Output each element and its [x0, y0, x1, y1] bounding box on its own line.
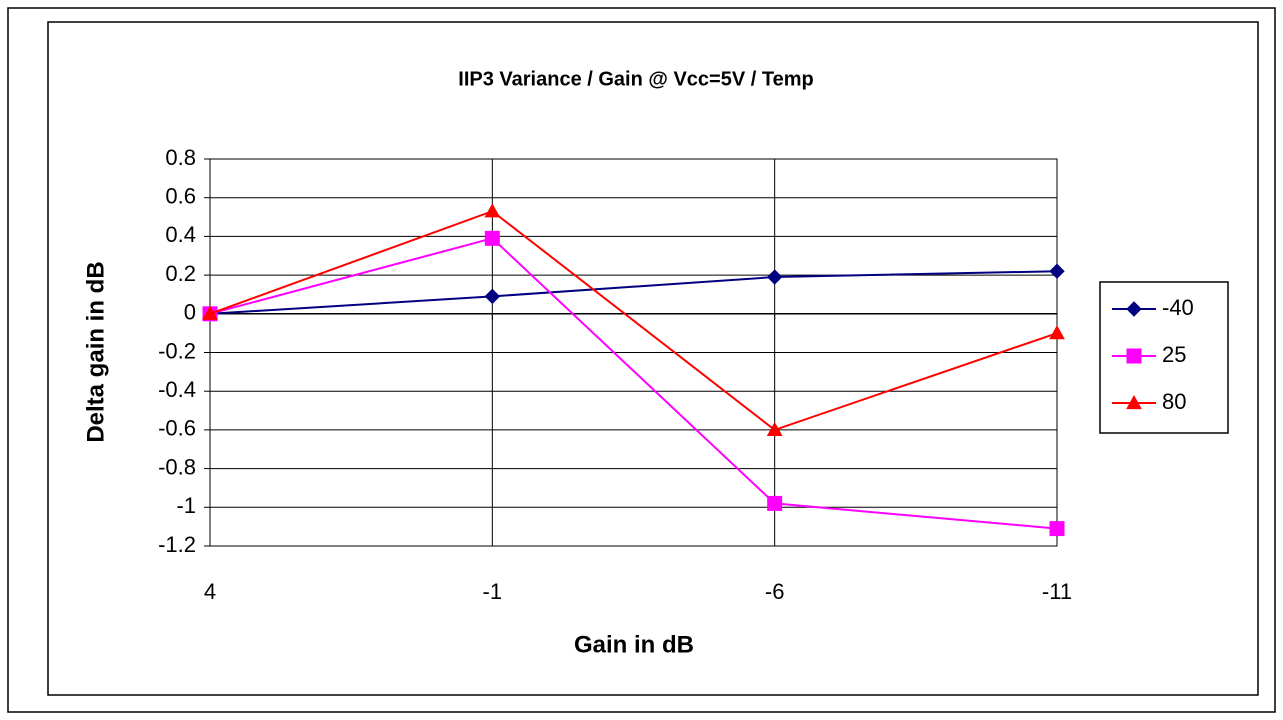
marker	[484, 203, 501, 218]
legend-marker	[1126, 348, 1142, 364]
x-tick-label: -1	[483, 579, 503, 604]
marker	[1049, 263, 1065, 279]
marker	[202, 305, 218, 320]
y-tick-label: 0.6	[165, 184, 196, 209]
y-tick-label: 0.8	[165, 145, 196, 170]
x-axis-label: Gain in dB	[574, 631, 694, 658]
series-line	[209, 237, 1058, 530]
marker	[484, 230, 500, 246]
legend-label: 80	[1162, 389, 1186, 414]
y-tick-label: 0.4	[165, 222, 196, 247]
plot-frame	[209, 158, 1058, 547]
x-tick-label: -6	[765, 579, 785, 604]
y-tick-label: -0.8	[158, 454, 196, 479]
legend-box	[1099, 281, 1229, 434]
legend-label: -40	[1162, 295, 1194, 320]
marker	[484, 288, 501, 305]
x-tick-label: -11	[1042, 579, 1072, 604]
legend-marker	[1126, 394, 1142, 410]
y-tick-label: -0.6	[158, 416, 196, 441]
legend-marker	[1126, 301, 1142, 317]
y-tick-label: -0.2	[158, 338, 196, 363]
chart-title: IIP3 Variance / Gain @ Vcc=5V / Temp	[458, 68, 813, 90]
marker	[767, 495, 783, 511]
y-axis-label: Delta gain in dB	[82, 261, 109, 442]
series-line	[209, 270, 1058, 315]
y-tick-label: 0	[184, 300, 196, 325]
y-tick-label: -1.2	[158, 532, 196, 557]
marker	[766, 269, 783, 285]
series-line	[209, 210, 1058, 432]
marker	[766, 421, 783, 436]
y-tick-label: -1	[176, 493, 196, 518]
y-tick-label: 0.2	[165, 261, 196, 286]
legend-label: 25	[1162, 342, 1186, 367]
x-tick-label: 4	[204, 579, 216, 604]
marker	[1049, 521, 1065, 537]
chart-frame	[47, 21, 1259, 696]
marker	[1049, 325, 1065, 340]
y-tick-label: -0.4	[158, 377, 196, 402]
